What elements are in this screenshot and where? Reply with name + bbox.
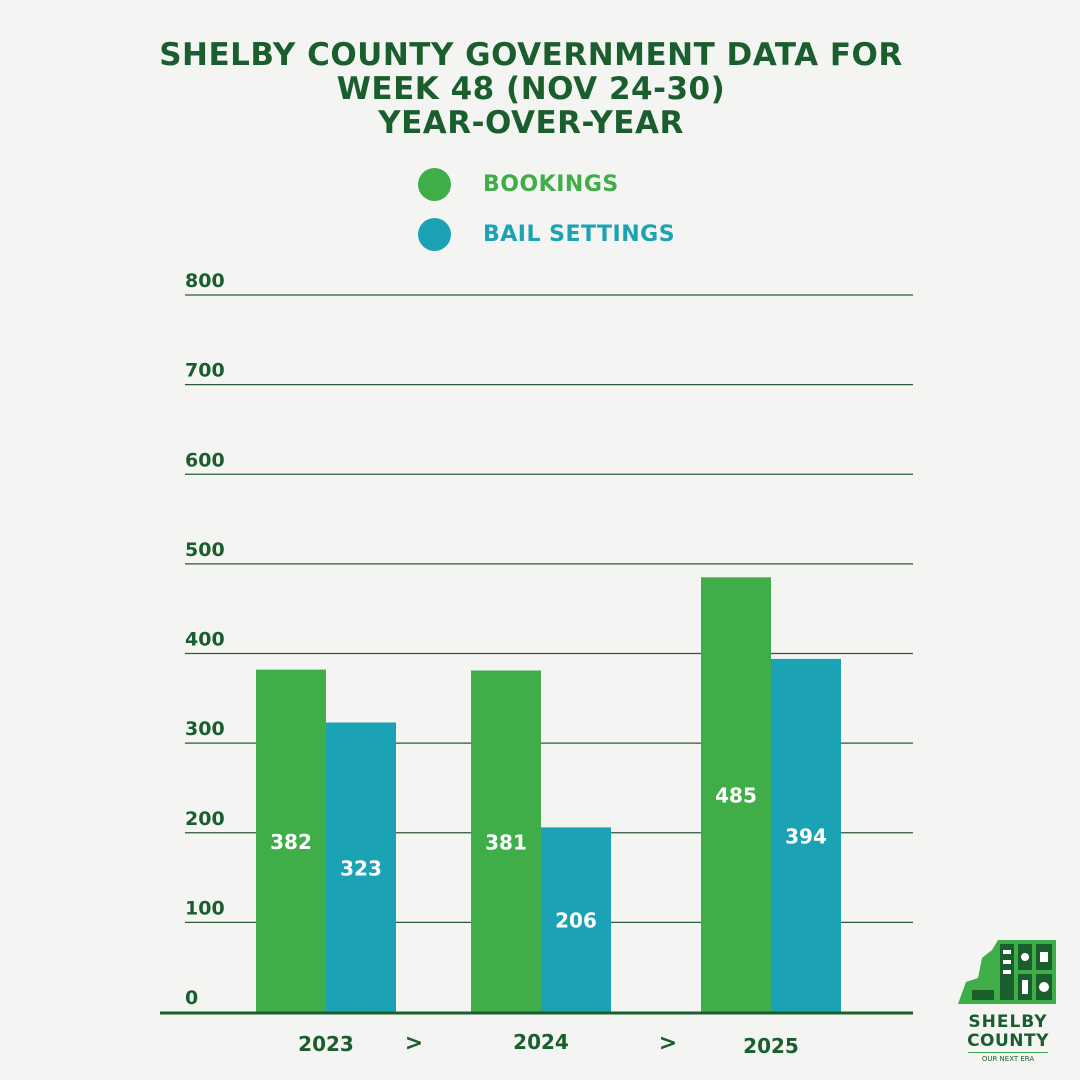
logo-divider xyxy=(968,1052,1048,1053)
y-tick-label-100: 100 xyxy=(185,897,225,919)
y-tick-label-700: 700 xyxy=(185,360,225,382)
y-tick-label-400: 400 xyxy=(185,629,225,651)
title-line-1: SHELBY COUNTY GOVERNMENT DATA FOR xyxy=(159,37,903,73)
x-category-label-2025: 2025 xyxy=(743,1034,799,1058)
bar-bookings-2024 xyxy=(471,670,541,1012)
county-map-icon xyxy=(958,940,1056,1004)
bar-bail-settings-2025 xyxy=(771,658,841,1012)
y-tick-label-200: 200 xyxy=(185,808,225,830)
category-separator-2: > xyxy=(659,1031,677,1056)
title-line-3: YEAR-OVER-YEAR xyxy=(378,105,684,141)
shelby-county-logo: SHELBY COUNTY OUR NEXT ERA xyxy=(952,932,1064,1067)
legend-label-bookings: BOOKINGS xyxy=(483,172,619,197)
legend-item-bail-settings: BAIL SETTINGS xyxy=(418,218,675,251)
chart-title: SHELBY COUNTY GOVERNMENT DATA FOR WEEK 4… xyxy=(0,38,1062,140)
data-label-bail-settings-2024: 206 xyxy=(555,909,597,933)
logo-tagline: OUR NEXT ERA xyxy=(981,1055,1035,1063)
legend-swatch-bail-settings xyxy=(418,218,451,251)
data-label-bookings-2025: 485 xyxy=(715,784,757,808)
y-tick-label-500: 500 xyxy=(185,539,225,561)
category-separator-1: > xyxy=(405,1031,423,1056)
bar-bail-settings-2024 xyxy=(541,827,611,1012)
y-tick-label-800: 800 xyxy=(185,270,225,292)
data-label-bail-settings-2023: 323 xyxy=(340,856,382,880)
logo-text-county: COUNTY xyxy=(967,1031,1049,1051)
x-category-label-2024: 2024 xyxy=(513,1030,569,1054)
legend-label-bail-settings: BAIL SETTINGS xyxy=(483,222,676,247)
legend-item-bookings: BOOKINGS xyxy=(418,168,619,201)
data-label-bookings-2024: 381 xyxy=(485,830,527,854)
bar-bookings-2023 xyxy=(256,669,326,1012)
data-label-bookings-2023: 382 xyxy=(270,830,312,854)
x-category-label-2023: 2023 xyxy=(298,1032,354,1056)
bar-bail-settings-2023 xyxy=(326,722,396,1012)
y-tick-label-0: 0 xyxy=(185,987,198,1009)
y-tick-label-600: 600 xyxy=(185,449,225,471)
title-line-2: WEEK 48 (NOV 24-30) xyxy=(336,71,726,107)
y-tick-label-300: 300 xyxy=(185,718,225,740)
legend-swatch-bookings xyxy=(418,168,451,201)
logo-text-shelby: SHELBY xyxy=(968,1012,1048,1032)
data-label-bail-settings-2025: 394 xyxy=(785,824,827,848)
bar-bookings-2025 xyxy=(701,577,771,1012)
